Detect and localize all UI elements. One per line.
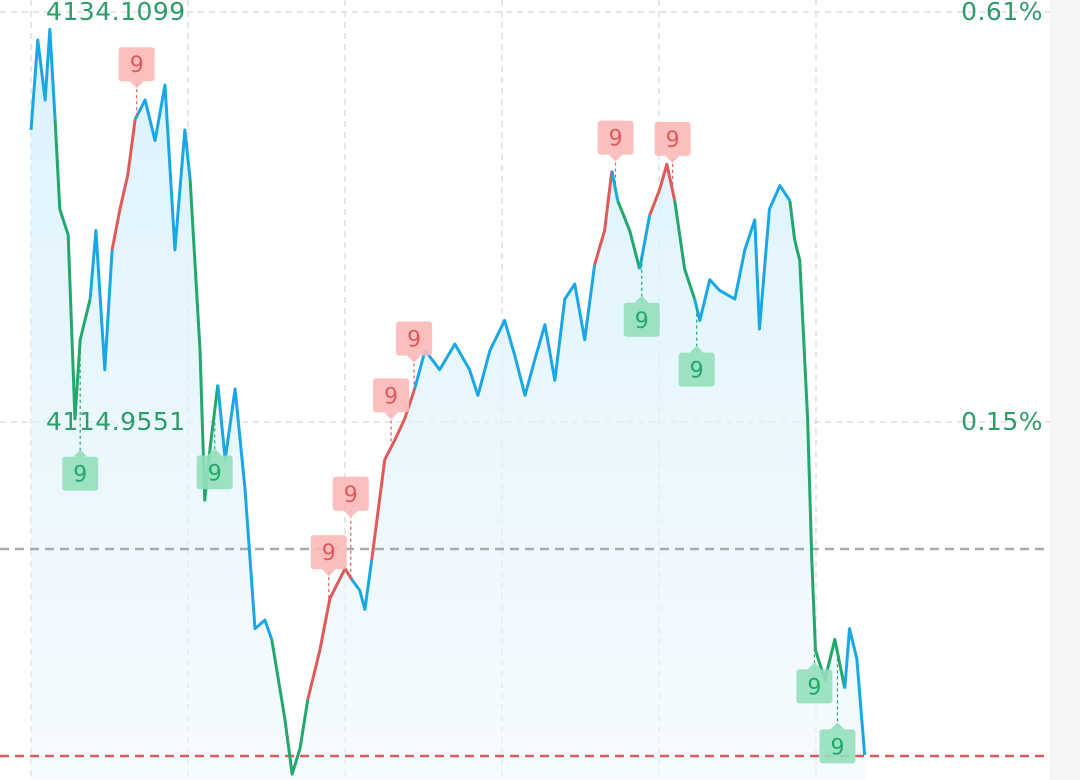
price-line-neutral [350,559,374,611]
marker-pointer [689,345,704,353]
price-line-down [53,119,92,421]
down-signal-marker: 9 [623,257,660,337]
marker-label: 9 [609,127,623,152]
marker-box [118,47,155,82]
marker-label: 9 [807,675,821,700]
down-signal-marker: 9 [678,307,715,387]
marker-pointer [830,722,845,730]
marker-label: 9 [384,384,398,409]
marker-label: 9 [666,128,680,153]
marker-box [796,669,833,704]
marker-box [819,729,856,764]
price-line-neutral [88,229,114,372]
up-signal-marker: 9 [396,321,433,391]
price-area-fill [31,29,865,780]
marker-label: 9 [690,359,704,384]
price-line-up [593,170,614,266]
marker-box [196,455,233,490]
marker-box [597,120,634,155]
marker-pointer [343,510,358,518]
marker-pointer [129,81,144,89]
price-line-neutral [693,184,792,331]
down-signal-marker: 9 [819,652,856,764]
marker-label: 9 [635,309,649,334]
marker-pointer [807,662,822,670]
down-signal-marker: 9 [62,339,99,491]
price-line-neutral [413,264,597,397]
price-line-down [788,200,847,689]
marker-pointer [207,448,222,456]
y-label-top-price: 4134.1099 [46,0,186,26]
price-line-neutral [843,627,867,756]
marker-label: 9 [407,328,421,353]
marker-box [373,378,410,413]
marker-box [62,456,99,491]
marker-box [332,476,369,511]
price-line-neutral [133,83,192,252]
down-signal-marker: 9 [196,410,233,490]
price-line-up [110,119,137,251]
y-label-mid-price: 4114.9551 [46,407,186,436]
price-line-neutral [610,170,620,201]
price-line-neutral [29,27,57,131]
marker-pointer [634,295,649,303]
marker-box [310,535,347,570]
marker-label: 9 [344,483,358,508]
price-line-down [270,639,310,776]
y-label-mid-pct: 0.15% [961,407,1043,436]
price-line-down [673,200,697,300]
marker-box [678,352,715,387]
marker-box [654,121,691,156]
marker-label: 9 [322,541,336,566]
marker-pointer [73,449,88,457]
chart-canvas[interactable]: 9 9 9 9 9 9 9 9 9 9 9 9 9 [0,0,1050,780]
marker-label: 9 [73,463,87,488]
marker-pointer [321,569,336,577]
marker-label: 9 [208,461,222,486]
marker-box [396,321,433,356]
up-signal-marker: 9 [118,47,155,117]
up-signal-marker: 9 [310,535,347,605]
up-signal-marker: 9 [332,476,369,578]
marker-box [623,302,660,337]
y-label-top-pct: 0.61% [961,0,1043,26]
marker-pointer [384,412,399,420]
up-signal-marker: 9 [597,120,634,190]
marker-label: 9 [830,735,844,760]
marker-pointer [407,355,422,363]
marker-pointer [665,155,680,163]
marker-label: 9 [130,53,144,78]
price-line-up [306,567,354,700]
marker-pointer [608,154,623,162]
price-line-down [616,200,642,270]
price-line-down [188,179,220,502]
up-signal-marker: 9 [654,121,691,191]
down-signal-marker: 9 [796,624,833,704]
up-signal-marker: 9 [373,378,410,448]
price-line-up [648,162,677,217]
